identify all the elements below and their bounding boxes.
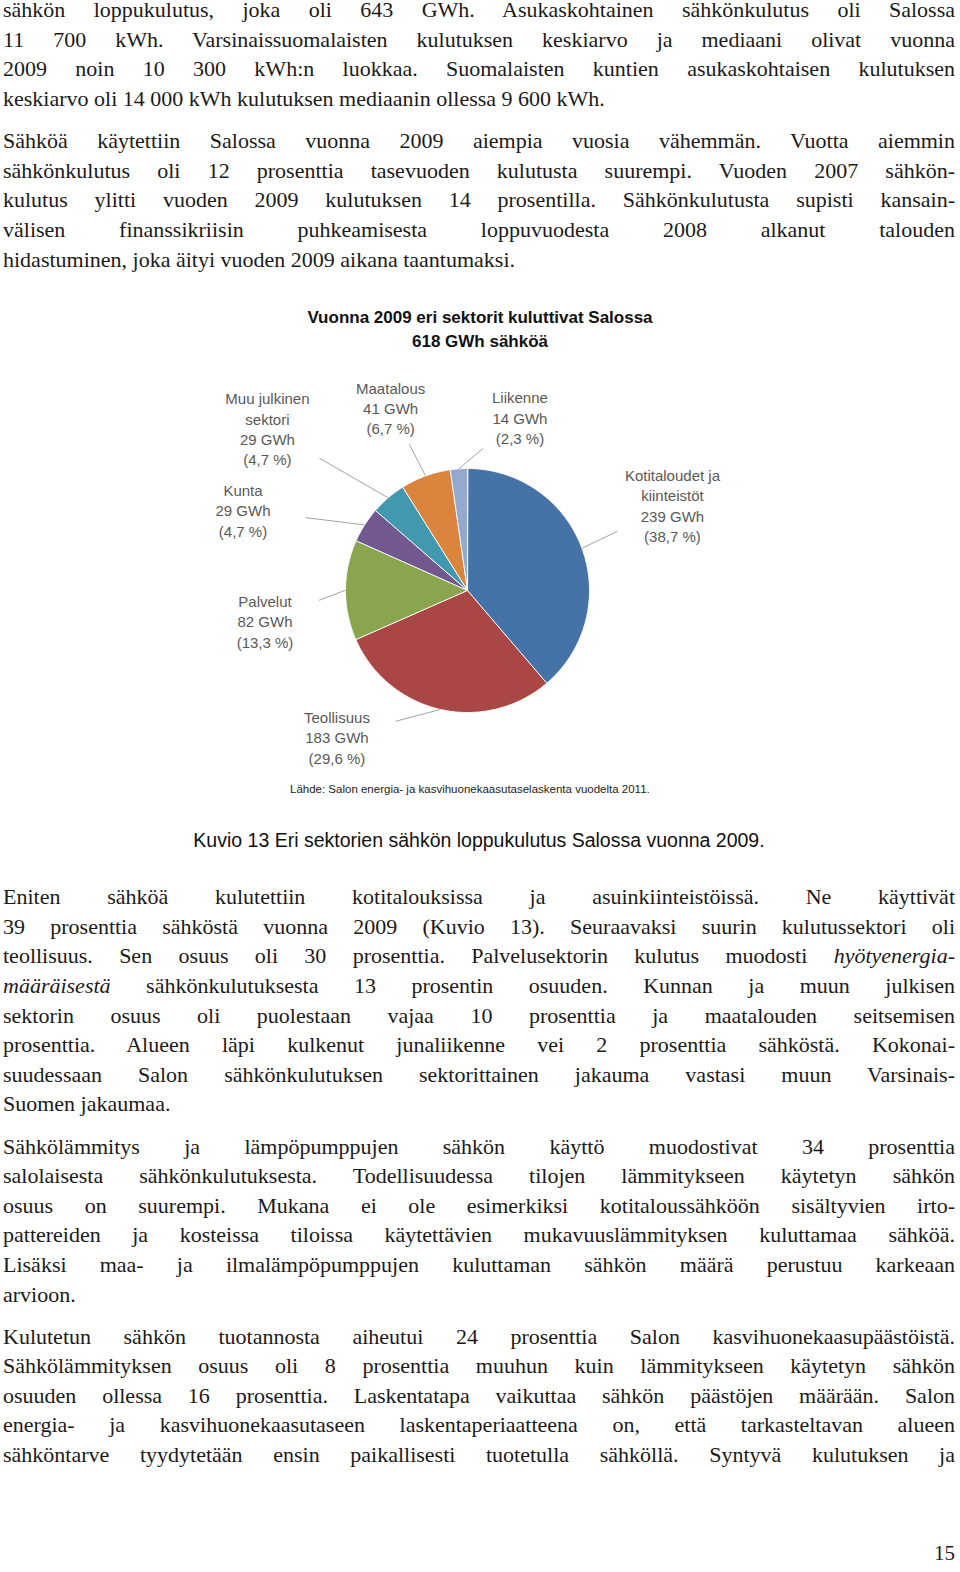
svg-text:Kunta29 GWh(4,7 %): Kunta29 GWh(4,7 %) [216, 482, 271, 539]
html-text:Sähkölämmityksen osuus oli 8 p: Sähkölämmityksen osuus oli 8 prosenttia … [3, 1353, 955, 1379]
html-text:kulutus ylitti vuoden 2009 kul: kulutus ylitti vuoden 2009 kulutuksen 14… [3, 187, 955, 213]
svg-text:Palvelut82 GWh(13,3 %): Palvelut82 GWh(13,3 %) [237, 593, 294, 651]
svg-text:Muu julkinensektori29 GWh(4,7: Muu julkinensektori29 GWh(4,7 %) [225, 390, 309, 468]
svg-text:Maatalous41 GWh(6,7 %): Maatalous41 GWh(6,7 %) [356, 380, 425, 437]
html-text:Sähköä käytettiin Salossa vuon: Sähköä käytettiin Salossa vuonna 2009 ai… [3, 128, 955, 154]
html-text:arvioon.: arvioon. [3, 1281, 76, 1307]
html-text:Sähkölämmitys ja lämpöpumppuje: Sähkölämmitys ja lämpöpumppujen sähkön k… [3, 1133, 955, 1159]
html-text:teollisuus. Sen osuus oli 30 p: teollisuus. Sen osuus oli 30 prosenttia.… [3, 943, 955, 969]
html-text:Kulutetun sähkön tuotannosta a: Kulutetun sähkön tuotannosta aiheutui 24… [3, 1323, 955, 1349]
html-text:määräisestä sähkönkulutuksesta: määräisestä sähkönkulutuksesta 13 prosen… [3, 973, 955, 998]
html-text:Vuonna 2009 eri sektorit kulut: Vuonna 2009 eri sektorit kuluttivat Salo… [307, 308, 653, 351]
html-text:Kuvio 13 Eri sektorien sähkön: Kuvio 13 Eri sektorien sähkön loppukulut… [193, 829, 765, 851]
html-text:sähköntarve tyydytetään ensin: sähköntarve tyydytetään ensin paikallise… [3, 1442, 955, 1468]
svg-text:Teollisuus183 GWh(29,6 %): Teollisuus183 GWh(29,6 %) [304, 709, 370, 767]
html-text:pattereiden ja kosteissa tiloi: pattereiden ja kosteissa tiloissa käytet… [3, 1222, 955, 1248]
html-text:hidastuminen, joka äityi vuode: hidastuminen, joka äityi vuoden 2009 aik… [3, 246, 515, 272]
html-text:39 prosenttia sähköstä vuonna: 39 prosenttia sähköstä vuonna 2009 (Kuvi… [3, 913, 955, 939]
html-text:2009 noin 10 300 kWh:n luokkaa: 2009 noin 10 300 kWh:n luokkaa. Suomalai… [3, 56, 955, 82]
svg-text:Liikenne14 GWh(2,3 %): Liikenne14 GWh(2,3 %) [492, 389, 548, 447]
svg-text:Kotitaloudet jakiinteistöt239: Kotitaloudet jakiinteistöt239 GWh(38,7 %… [625, 467, 721, 545]
html-text:Lisäksi maa- ja ilmalämpöpumpp: Lisäksi maa- ja ilmalämpöpumppujen kulut… [3, 1251, 955, 1277]
html-text:Suomen jakaumaa.: Suomen jakaumaa. [3, 1091, 171, 1117]
html-text:osuus on suurempi. Mukana ei o: osuus on suurempi. Mukana ei ole esimerk… [3, 1192, 955, 1218]
html-text:Lähde: Salon energia- ja kasvi: Lähde: Salon energia- ja kasvihuonekaasu… [290, 783, 650, 795]
html-text:15: 15 [934, 1541, 955, 1565]
html-text:keskiarvo oli 14 000 kWh kulut: keskiarvo oli 14 000 kWh kulutuksen medi… [3, 86, 605, 111]
html-text:osuuden ollessa 16 prosenttia.: osuuden ollessa 16 prosenttia. Laskentat… [3, 1382, 955, 1408]
html-text:sähkönkulutus oli 12 prosentti: sähkönkulutus oli 12 prosenttia tasevuod… [3, 157, 955, 183]
html-text:prosenttia. Alueen läpi kulken: prosenttia. Alueen läpi kulkenut junalii… [3, 1032, 955, 1058]
html-text:salolaisesta sähkönkulutuksest: salolaisesta sähkönkulutuksesta. Todelli… [3, 1163, 955, 1189]
html-text:11 700 kWh. Varsinaissuomalais: 11 700 kWh. Varsinaissuomalaisten kulutu… [3, 26, 955, 52]
html-text:suudessaan Salon sähkönkulutuk: suudessaan Salon sähkönkulutuksen sektor… [3, 1061, 955, 1087]
html-text:Eniten sähköä kulutettiin koti: Eniten sähköä kulutettiin kotitalouksiss… [3, 884, 955, 910]
html-text:energia- ja kasvihuonekaasutas: energia- ja kasvihuonekaasutaseen lasken… [3, 1412, 955, 1438]
html-text:välisen finanssikriisin puhkea: välisen finanssikriisin puhkeamisesta lo… [3, 217, 955, 242]
html-text:sektorin osuus oli puolestaan: sektorin osuus oli puolestaan vajaa 10 p… [3, 1002, 955, 1028]
